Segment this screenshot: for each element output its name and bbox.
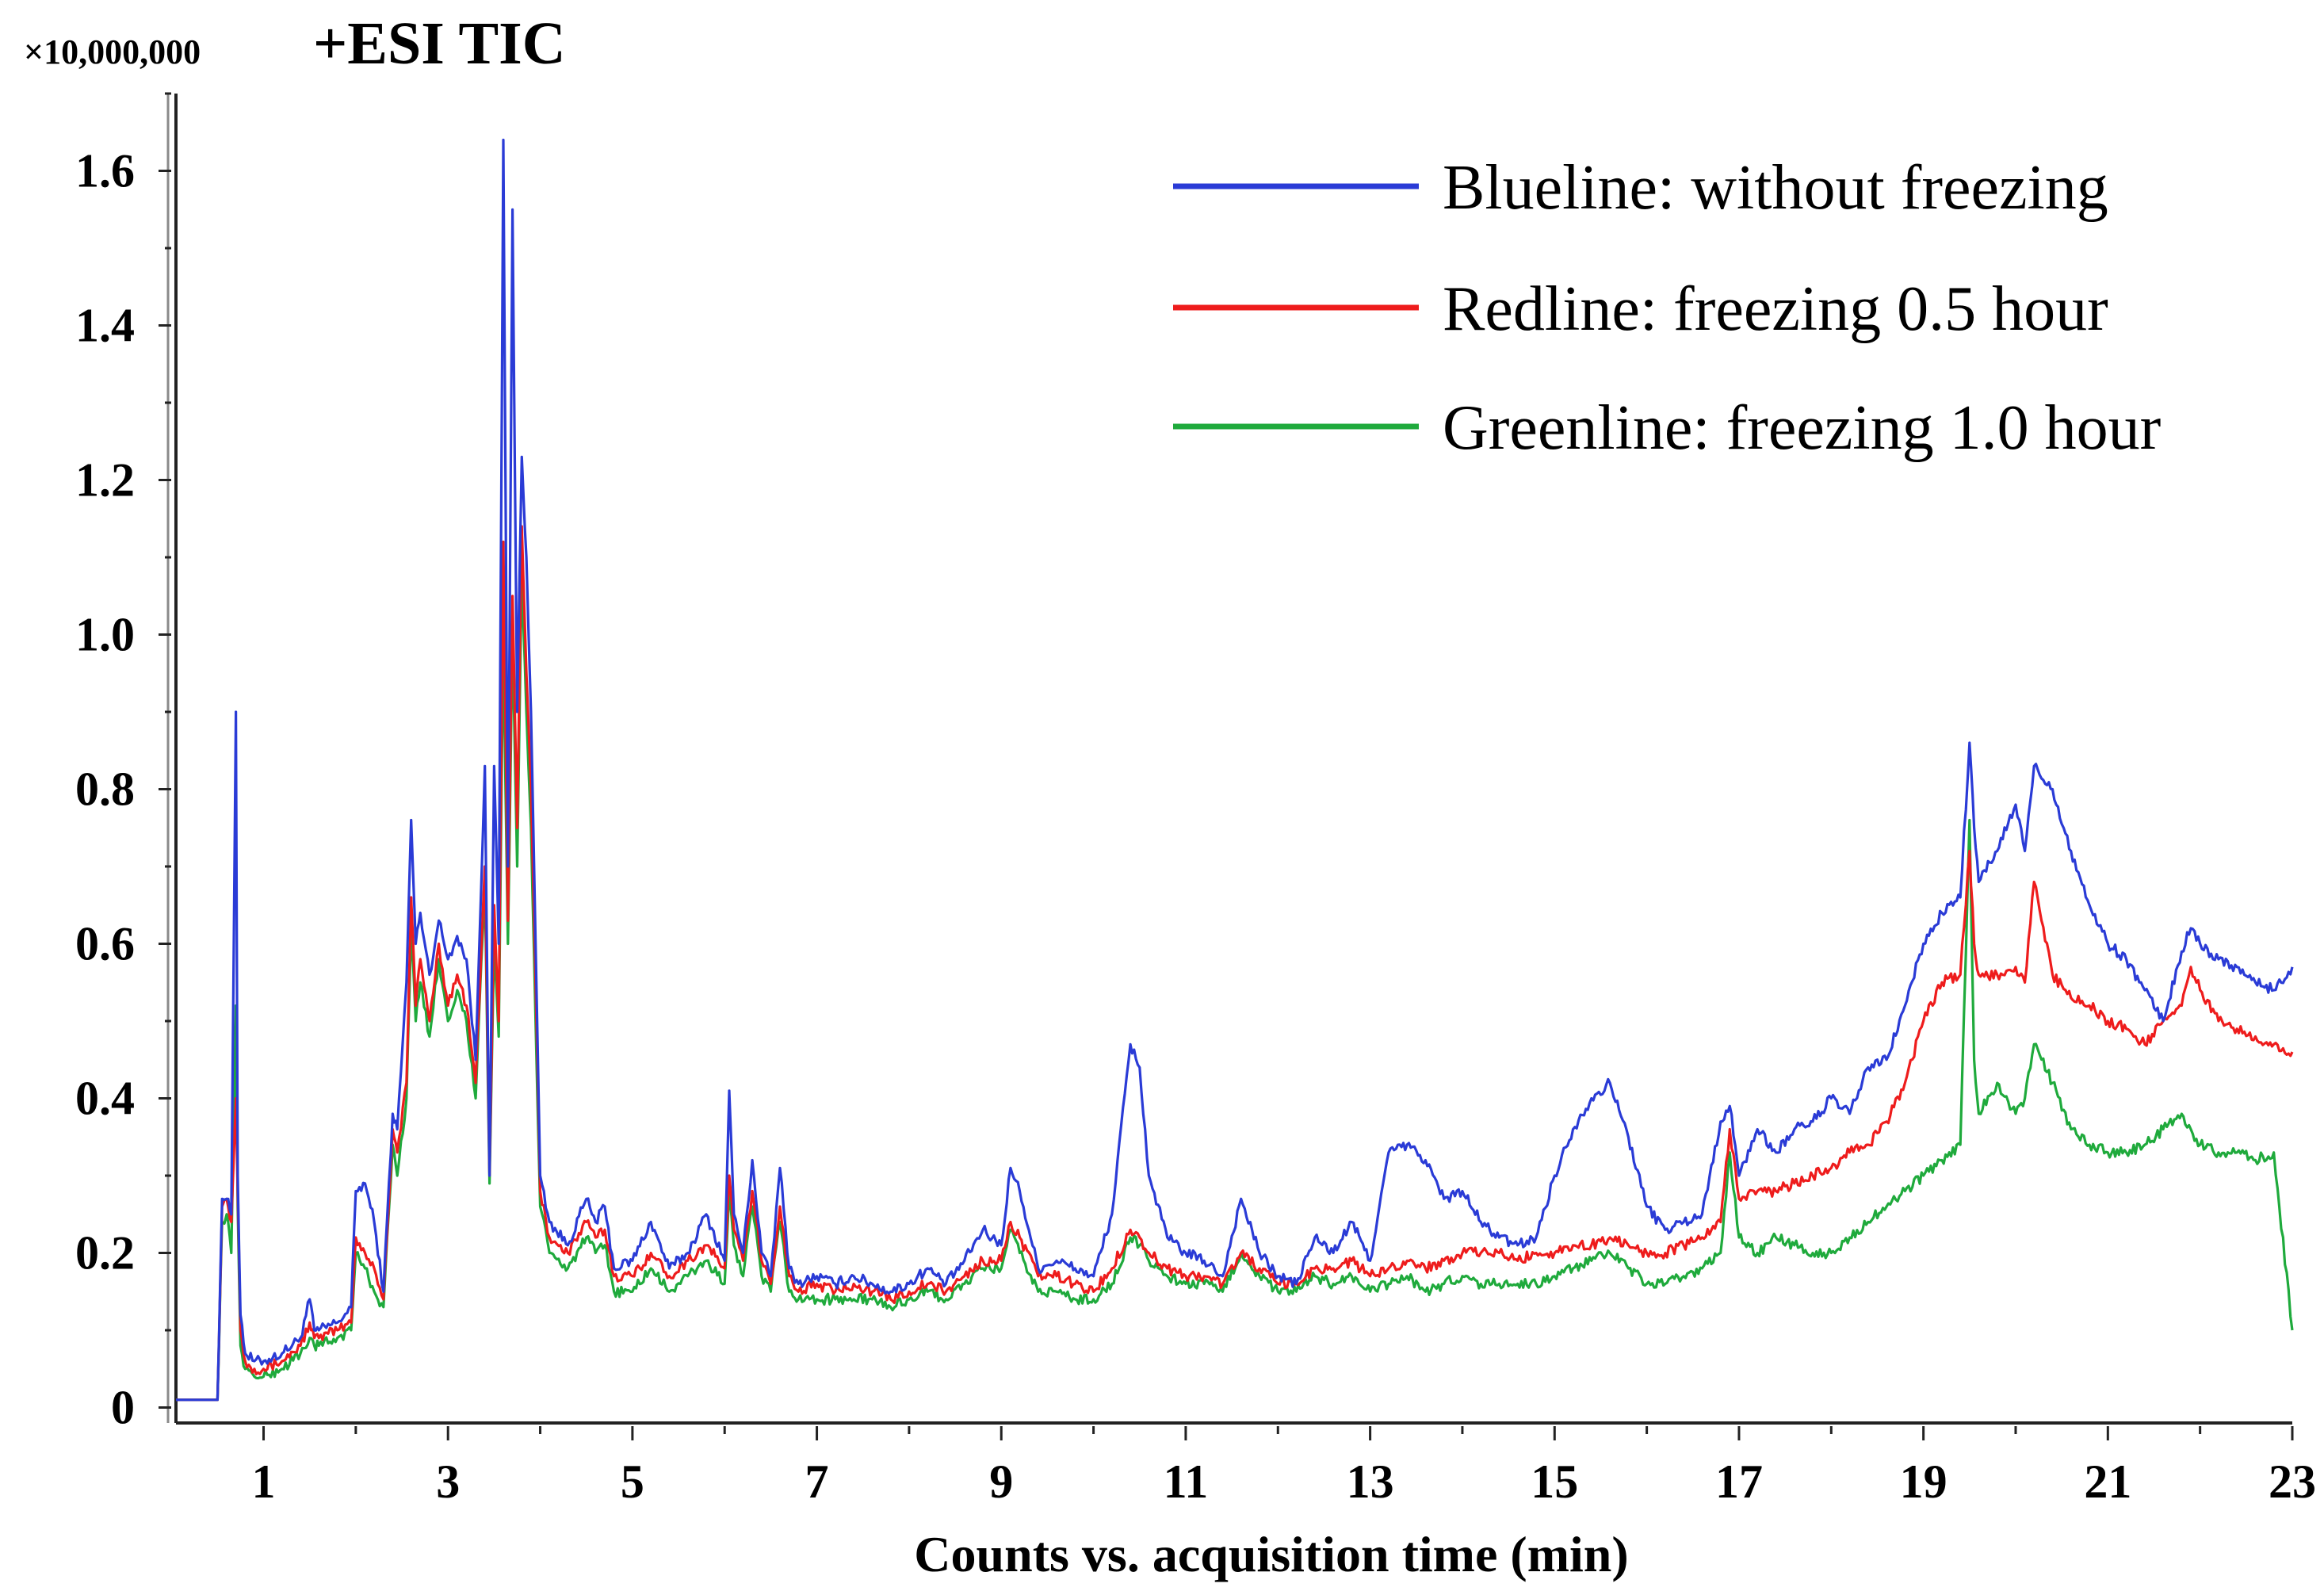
x-tick-label: 5 — [621, 1455, 644, 1508]
x-tick-label: 13 — [1347, 1455, 1394, 1508]
y-tick-label: 1.4 — [75, 300, 135, 352]
series-line-2 — [176, 571, 2294, 1402]
x-tick-label: 9 — [989, 1455, 1013, 1508]
x-tick-label: 7 — [805, 1455, 829, 1508]
x-tick-label: 11 — [1164, 1455, 1209, 1508]
legend: Blueline: without freezing Redline: freez… — [1173, 153, 2161, 463]
x-ticks: 1 3 5 7 9 11 13 15 17 19 21 23 — [252, 1426, 2316, 1508]
axes — [166, 94, 2292, 1425]
legend-label-2: Greenline: freezing 1.0 hour — [1443, 393, 2161, 463]
x-tick-label: 3 — [436, 1455, 460, 1508]
y-tick-label: 0.4 — [75, 1073, 135, 1125]
y-tick-label: 0 — [111, 1382, 135, 1434]
x-tick-label: 15 — [1531, 1455, 1578, 1508]
x-tick-label: 17 — [1715, 1455, 1763, 1508]
y-tick-label: 1.2 — [75, 454, 135, 507]
legend-label-0: Blueline: without freezing — [1443, 153, 2108, 223]
y-tick-label: 1.6 — [75, 145, 135, 197]
y-tick-label: 0.8 — [75, 763, 135, 816]
x-axis-label: Counts vs. acquisition time (min) — [914, 1526, 1628, 1582]
series-line-1 — [176, 525, 2294, 1402]
y-tick-label: 1.0 — [75, 609, 135, 661]
chart-title: +ESI TIC — [313, 10, 566, 77]
series-lines — [176, 138, 2294, 1402]
y-tick-label: 0.6 — [75, 918, 135, 970]
x-tick-label: 1 — [252, 1455, 276, 1508]
x-tick-label: 21 — [2084, 1455, 2131, 1508]
x-tick-label: 19 — [1900, 1455, 1947, 1508]
legend-label-1: Redline: freezing 0.5 hour — [1443, 274, 2108, 344]
y-ticks: 0 0.2 0.4 0.6 0.8 1.0 1.2 1.4 1.6 — [75, 92, 171, 1434]
y-tick-label: 0.2 — [75, 1227, 135, 1279]
series-line-0 — [176, 138, 2294, 1402]
x-tick-label: 23 — [2269, 1455, 2316, 1508]
y-scale-label: ×10,000,000 — [24, 33, 201, 71]
